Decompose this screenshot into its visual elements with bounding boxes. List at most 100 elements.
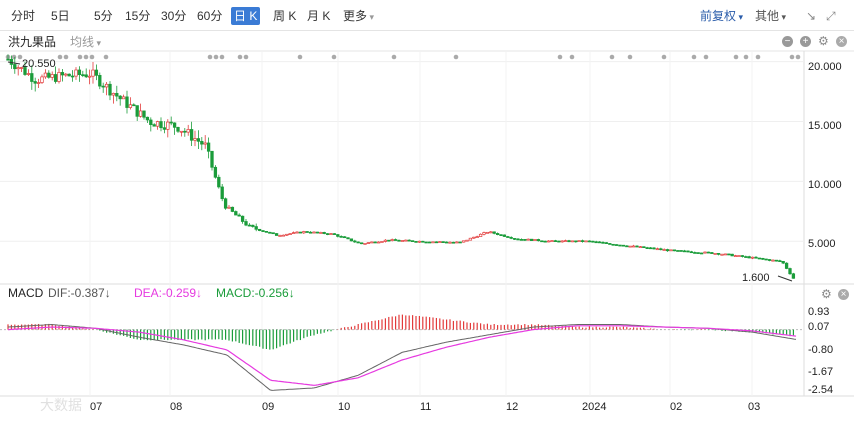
candle-body (693, 252, 697, 254)
period-tab-5min[interactable]: 5分 (94, 9, 113, 23)
candle-body (234, 211, 238, 216)
event-marker-dot (691, 54, 697, 60)
macd-gear-icon[interactable]: ⚙ (821, 287, 832, 301)
candle-body (101, 85, 105, 88)
candle-body (305, 231, 309, 233)
event-marker-dot (755, 54, 761, 60)
candle-body (414, 241, 418, 243)
candle-body (366, 242, 371, 244)
gear-icon[interactable]: ⚙ (818, 34, 829, 48)
price-tick-15: 15.000 (808, 120, 842, 132)
period-tab-weekly-k[interactable]: 周 K (273, 9, 297, 23)
candle-body (740, 255, 745, 257)
macd-title: MACD (8, 286, 44, 300)
candle-body (472, 236, 476, 239)
candle-body (438, 241, 442, 243)
candle-body (580, 240, 585, 242)
event-marker-dot (237, 54, 243, 60)
macd-lines (7, 323, 797, 391)
candle-body (339, 236, 343, 238)
candle-body (574, 240, 578, 243)
candle-body (676, 250, 680, 252)
candle-body (128, 104, 133, 108)
period-tab-5day[interactable]: 5日 (51, 9, 70, 23)
candle-body (485, 231, 490, 234)
event-marker-dot (219, 54, 225, 60)
fullscreen-icon[interactable]: ⤢ (826, 9, 836, 23)
candle-body (349, 238, 354, 242)
candle-body (33, 81, 37, 84)
adjust-dropdown[interactable]: 前复权 ▾ (700, 7, 743, 25)
draw-tool-icon[interactable]: ↘ (806, 9, 817, 23)
candle-body (417, 240, 422, 243)
candle-body (448, 241, 452, 244)
candle-body (342, 236, 347, 239)
candle-body (482, 232, 486, 235)
candle-body (645, 247, 649, 249)
candle-body (329, 233, 333, 235)
candle-body (30, 73, 34, 82)
candle-body (427, 241, 432, 244)
dif-value: DIF:-0.387↓ (48, 286, 111, 300)
period-tab-daily-k[interactable]: 日 K (231, 7, 261, 25)
candle-body (189, 129, 194, 141)
candle-body (659, 248, 663, 251)
period-tab-monthly-k[interactable]: 月 K (307, 9, 331, 23)
candle-body (519, 239, 524, 241)
candle-body (594, 241, 598, 244)
candle-body (223, 198, 228, 209)
candle-body (172, 122, 177, 128)
candle-body (370, 241, 374, 244)
period-more-dropdown[interactable]: 更多 ▾ (340, 7, 377, 25)
candle-body (325, 233, 330, 235)
candle-body (506, 236, 510, 238)
period-tab-15min[interactable]: 15分 (125, 9, 151, 23)
candle-body (312, 231, 316, 234)
event-marker-dot (557, 54, 563, 60)
candle-body (50, 74, 54, 78)
candle-body (662, 249, 666, 251)
period-tab-30min[interactable]: 30分 (161, 9, 187, 23)
candle-body (727, 253, 731, 256)
candle-body (706, 251, 711, 254)
candle-body (631, 245, 636, 248)
candle-body (13, 64, 17, 70)
period-tab-60min[interactable]: 60分 (197, 9, 223, 23)
price-tick-10: 10.000 (808, 179, 842, 191)
period-tab-intraday[interactable]: 分时 (11, 9, 36, 23)
zoom-in-icon[interactable]: + (800, 36, 811, 47)
candle-body (302, 231, 306, 234)
macd-close-icon[interactable]: × (838, 289, 849, 300)
macd-tick-1: 0.93 (808, 306, 829, 318)
macd-value: MACD:-0.256↓ (216, 286, 295, 300)
candle-body (268, 231, 272, 234)
x-tick-12: 12 (506, 401, 518, 413)
event-marker-dot (789, 54, 795, 60)
candle-body (475, 236, 479, 238)
candle-body (737, 255, 741, 257)
ma-dropdown[interactable]: 均线 ▾ (70, 33, 101, 50)
candle-body (9, 58, 14, 65)
low-price-label: 1.600 (742, 272, 770, 284)
other-dropdown[interactable]: 其他 ▾ (755, 7, 786, 25)
candle-body (546, 240, 551, 243)
low-price-pointer (777, 275, 793, 282)
candle-body (356, 241, 360, 244)
candle-body (74, 69, 78, 77)
price-tick-5: 5.000 (808, 238, 836, 250)
watermark-text: 大数据 (40, 397, 82, 413)
candle-body (115, 92, 119, 97)
close-icon[interactable]: × (836, 36, 847, 47)
zoom-out-icon[interactable]: − (782, 36, 793, 47)
candle-body (404, 239, 408, 242)
candle-body (346, 237, 350, 240)
candle-body (723, 253, 728, 256)
candle-body (308, 231, 313, 234)
candle-body (495, 233, 500, 235)
high-price-label: 20.550 (22, 58, 56, 70)
candle-body (533, 239, 537, 241)
dea-line (7, 325, 797, 386)
candle-body (696, 252, 700, 254)
candle-body (132, 104, 136, 107)
